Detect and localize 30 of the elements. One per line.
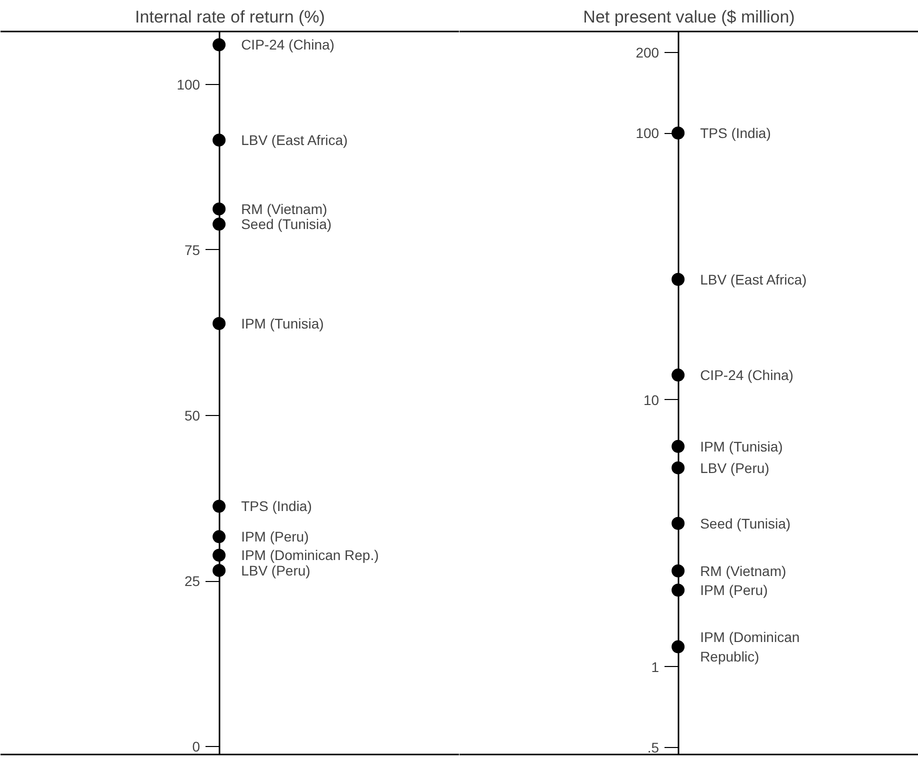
y-tick-label: 50 [184,408,200,424]
y-tick-label: 10 [644,392,660,408]
y-tick-label: 100 [176,76,200,92]
series-label: IPM (Dominican Republic) [700,629,800,664]
y-tick-label: 1 [651,658,660,675]
series-label: IPM (Tunisia) [241,315,324,332]
y-tick-label: 200 [636,44,660,61]
series-label: LBV (Peru) [700,460,770,476]
y-tick-label: 25 [184,573,200,590]
series-label: LBV (East Africa) [700,271,807,288]
series-label: LBV (Peru) [241,562,310,578]
series-label: TPS (India) [241,498,312,514]
series-label: IPM (Peru) [241,528,309,545]
series-label: IPM (Dominican Rep.) [241,547,379,564]
series-label: RM (Vietnam) [241,200,328,217]
series-label: TPS (India) [700,125,771,142]
series-label: Seed (Tunisia) [700,515,791,532]
y-tick-label: 0 [192,738,200,755]
series-label: IPM (Tunisia) [700,438,783,454]
series-label: RM (Vietnam) [700,562,786,579]
chart-title: Internal rate of return (%) [135,8,325,26]
series-label: Seed (Tunisia) [241,216,332,232]
chart-title: Net present value ($ million) [583,8,795,26]
series-label: LBV (East Africa) [241,132,348,148]
y-tick-label: 100 [636,125,660,142]
y-tick-label: 75 [184,242,200,258]
series-label: IPM (Peru) [700,582,768,598]
y-tick-label: .5 [647,739,660,756]
series-label: CIP-24 (China) [241,36,334,53]
series-label: CIP-24 (China) [700,367,794,384]
